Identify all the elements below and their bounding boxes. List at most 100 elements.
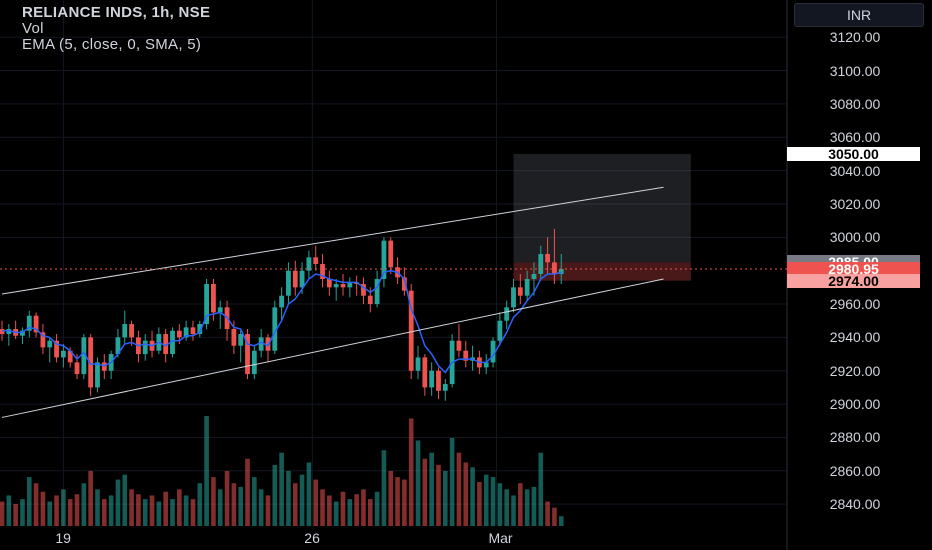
candle-body xyxy=(54,340,59,358)
candlesticks xyxy=(0,228,564,401)
volume-bar xyxy=(183,495,189,526)
candle-body xyxy=(340,284,346,288)
ema-layer xyxy=(2,269,562,374)
candle-body xyxy=(251,350,257,375)
candle-body xyxy=(88,337,94,388)
price-tick-label: 2840.00 xyxy=(829,496,881,513)
candle-body xyxy=(388,240,394,268)
candle-body xyxy=(299,270,305,288)
volume-bar xyxy=(102,499,107,526)
volume-bar xyxy=(238,486,243,526)
volume-bar xyxy=(170,499,175,526)
candle-body xyxy=(197,324,203,335)
price-tick-label: 3060.00 xyxy=(829,129,881,146)
candle-body xyxy=(367,295,373,305)
volume-bar xyxy=(504,489,509,526)
volume-bar xyxy=(429,452,434,526)
volume-bar xyxy=(217,489,223,526)
candle-body xyxy=(326,279,332,288)
volume-bar xyxy=(190,499,196,526)
ema-indicator-label[interactable]: EMA (5, close, 0, SMA, 5) xyxy=(22,36,202,53)
volume-bar xyxy=(13,504,18,526)
candle-body xyxy=(490,340,496,363)
candle-body xyxy=(101,362,107,371)
price-tick-label: 3000.00 xyxy=(829,229,881,246)
trendline xyxy=(1,278,664,418)
candle-body xyxy=(190,327,196,335)
candle-body xyxy=(176,330,182,338)
candle-body xyxy=(545,253,550,263)
volume-bar xyxy=(470,467,475,526)
volume-indicator-label[interactable]: Vol xyxy=(22,20,44,37)
candle-body xyxy=(238,334,244,346)
volume-bar xyxy=(524,489,530,526)
candle-body xyxy=(245,334,250,375)
candle-body xyxy=(95,362,100,388)
candle-body xyxy=(170,330,175,355)
volume-bar xyxy=(456,452,462,526)
target-price-tag: 3050.00 xyxy=(787,146,920,161)
volume-bar xyxy=(245,458,250,526)
price-tick-label: 2940.00 xyxy=(829,329,881,346)
volume-bar xyxy=(129,489,134,526)
volume-bar xyxy=(436,464,441,526)
volume-bar xyxy=(511,495,516,526)
price-tick-label: 3120.00 xyxy=(829,29,881,46)
candle-body xyxy=(320,263,325,280)
candle-body xyxy=(6,329,12,335)
time-tick-label: 26 xyxy=(304,530,320,546)
candle-body xyxy=(211,284,216,313)
candle-body xyxy=(422,357,428,388)
candle-body xyxy=(408,290,414,371)
currency-button[interactable]: INR xyxy=(794,3,924,27)
volume-bar xyxy=(361,489,366,526)
candle-body xyxy=(129,324,134,338)
profit-zone xyxy=(513,153,691,263)
volume-bar xyxy=(388,471,394,526)
volume-bar xyxy=(122,474,128,526)
volume-bar xyxy=(490,477,496,526)
volume-bar xyxy=(88,471,93,526)
candle-body xyxy=(183,327,189,338)
volume-bar xyxy=(204,416,209,526)
volume-bar xyxy=(95,489,100,526)
volume-bar xyxy=(224,471,230,526)
volume-bar xyxy=(54,495,59,526)
volume-bar xyxy=(177,489,182,526)
volume-bar xyxy=(402,479,407,526)
volume-bar xyxy=(6,495,12,526)
candle-body xyxy=(47,340,53,348)
candle-body xyxy=(442,384,448,391)
candle-body xyxy=(265,337,271,351)
candle-body xyxy=(333,284,339,288)
candle-body xyxy=(517,287,523,296)
volume-bar xyxy=(381,450,387,526)
candle-body xyxy=(463,350,469,361)
candle-body xyxy=(552,262,557,275)
ema-line xyxy=(2,269,562,374)
volume-bar xyxy=(313,479,319,526)
volume-bar xyxy=(483,474,489,526)
volume-bar xyxy=(340,491,346,526)
volume-bar xyxy=(299,474,305,526)
candle-body xyxy=(538,253,544,275)
candle-body xyxy=(483,362,489,368)
price-tick-label: 3040.00 xyxy=(829,162,881,179)
volume-bar xyxy=(286,471,291,526)
volume-bar xyxy=(545,501,550,526)
candle-body xyxy=(60,350,66,358)
candle-body xyxy=(26,315,32,331)
candle-body xyxy=(504,307,510,321)
candle-body xyxy=(40,332,46,348)
volume-bar xyxy=(136,494,141,526)
symbol-title[interactable]: RELIANCE INDS, 1h, NSE xyxy=(22,4,211,21)
candle-body xyxy=(497,320,503,341)
candle-body xyxy=(306,257,312,271)
volume-bar xyxy=(149,495,155,526)
time-tick-label: 19 xyxy=(55,530,71,546)
stop-zone xyxy=(513,262,691,281)
volume-bar xyxy=(40,491,46,526)
candle-body xyxy=(456,340,462,351)
candle-body xyxy=(204,284,209,325)
